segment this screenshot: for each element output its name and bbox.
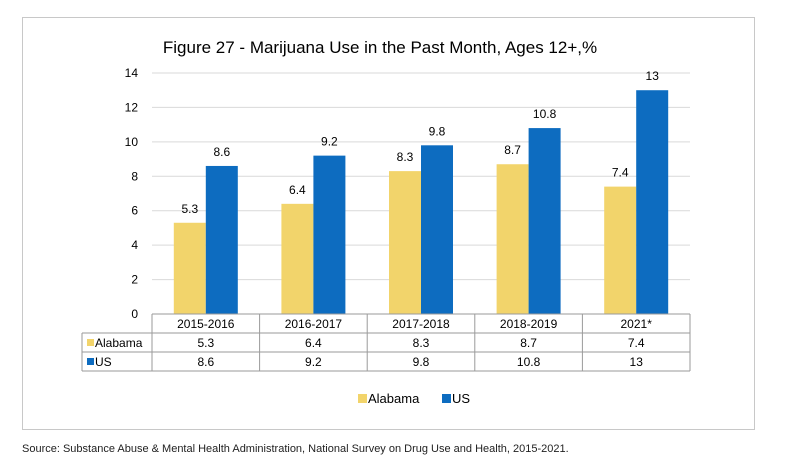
bar-alabama-2017-2018 [389, 171, 421, 314]
table-cell: 7.4 [628, 336, 645, 350]
bar-us-2017-2018 [421, 145, 453, 314]
legend-key-us [442, 394, 451, 403]
data-label-us: 8.6 [213, 145, 230, 159]
data-label-us: 9.2 [321, 135, 338, 149]
table-category-label: 2021* [621, 317, 653, 331]
source-note: Source: Substance Abuse & Mental Health … [22, 443, 569, 455]
data-label-us: 10.8 [533, 107, 557, 121]
table-series-label: Alabama [95, 336, 143, 350]
data-labels: 5.3 8.6 6.4 9.2 8.3 9.8 8.7 10.8 7.4 13 [181, 69, 659, 216]
y-tick-label: 2 [131, 273, 138, 287]
table-cell: 9.2 [305, 355, 322, 369]
bar-us-2015-2016 [205, 165, 238, 314]
table-cell: 10.8 [517, 355, 541, 369]
y-tick-label: 6 [131, 204, 138, 218]
data-table: 2015-2016 2016-2017 2017-2018 2018-2019 2021… [81, 313, 691, 372]
table-category-label: 2018-2019 [500, 317, 558, 331]
table-cell: 8.6 [197, 355, 214, 369]
table-category-label: 2015-2016 [177, 317, 235, 331]
data-label-us: 9.8 [429, 124, 446, 138]
table-cell: 9.8 [413, 355, 430, 369]
chart-canvas: Figure 27 - Marijuana Use in the Past Mo… [81, 38, 691, 406]
data-label-alabama: 7.4 [612, 166, 629, 180]
bar-us-2021* [636, 90, 669, 314]
chart-title: Figure 27 - Marijuana Use in the Past Mo… [163, 38, 597, 57]
bars [173, 90, 669, 314]
table-series-label: US [95, 355, 112, 369]
table-category-label: 2016-2017 [285, 317, 343, 331]
legend: Alabama US [358, 391, 470, 406]
data-label-alabama: 8.3 [397, 150, 414, 164]
bar-us-2018-2019 [528, 128, 561, 314]
legend-key-alabama [358, 394, 367, 403]
data-label-alabama: 6.4 [289, 183, 306, 197]
table-cell: 6.4 [305, 336, 322, 350]
bar-alabama-2021* [604, 186, 637, 314]
bar-alabama-2016-2017 [281, 203, 314, 314]
table-cell: 13 [630, 355, 644, 369]
table-legend-key [87, 358, 94, 365]
table-category-label: 2017-2018 [392, 317, 450, 331]
bar-us-2016-2017 [313, 155, 346, 314]
y-tick-label: 4 [131, 238, 138, 252]
y-tick-label: 12 [125, 100, 139, 114]
y-axis-ticks: 0 2 4 6 8 10 12 14 [125, 66, 139, 321]
table-legend-key [87, 339, 94, 346]
table-cell: 5.3 [197, 336, 214, 350]
y-tick-label: 10 [125, 135, 139, 149]
y-tick-label: 0 [131, 307, 138, 321]
bar-alabama-2015-2016 [173, 222, 206, 314]
table-cell: 8.3 [413, 336, 430, 350]
data-label-us: 13 [646, 69, 660, 83]
legend-label-us: US [452, 391, 470, 406]
data-label-alabama: 5.3 [181, 202, 198, 216]
legend-label-alabama: Alabama [368, 391, 420, 406]
y-tick-label: 8 [131, 169, 138, 183]
bar-alabama-2018-2019 [496, 164, 529, 314]
y-tick-label: 14 [125, 66, 139, 80]
table-cell: 8.7 [520, 336, 537, 350]
data-label-alabama: 8.7 [504, 143, 521, 157]
